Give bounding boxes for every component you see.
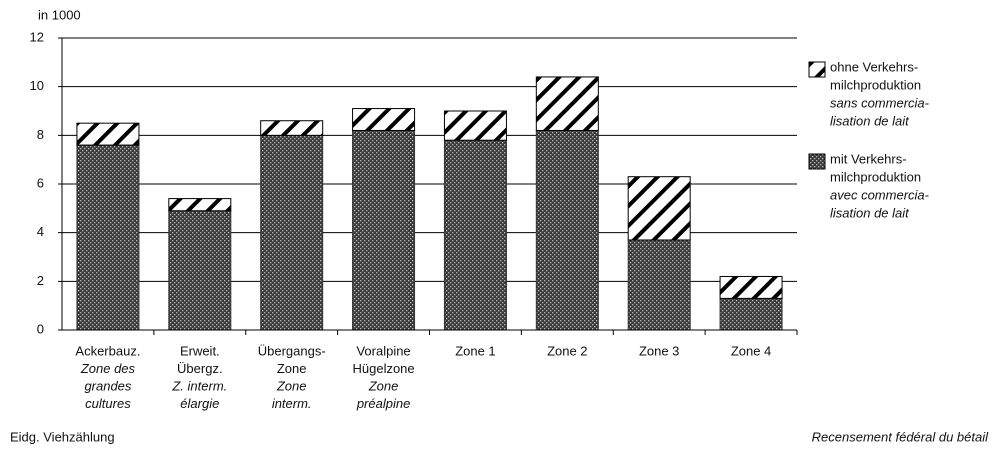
x-tick-label: Zone 1 [455, 343, 495, 358]
x-tick-label-fr: Zone [368, 378, 399, 393]
y-tick-label: 0 [37, 321, 44, 336]
y-tick-label: 10 [30, 78, 44, 93]
bar-segment [352, 108, 416, 131]
y-tick-label: 4 [37, 224, 44, 239]
bar-segment [168, 210, 232, 331]
x-tick-label: Zone 2 [547, 343, 587, 358]
x-tick-label: Voralpine [356, 343, 410, 358]
x-tick-label: Übergz. [177, 361, 223, 376]
x-tick-label-fr: grandes [84, 378, 131, 393]
bar-segment [352, 129, 416, 331]
y-tick-label: 8 [37, 127, 44, 142]
bar-segment [627, 176, 691, 241]
bar-segment [260, 134, 324, 331]
y-axis-label: in 1000 [38, 7, 81, 22]
legend-label-fr: lisation de lait [830, 205, 910, 220]
bar-segment [719, 275, 783, 299]
x-tick-label: Zone [277, 361, 307, 376]
bar-segment [168, 198, 232, 212]
bar-segment [443, 139, 507, 331]
x-tick-label-fr: Zone [276, 378, 307, 393]
legend-label: ohne Verkehrs- [830, 59, 918, 74]
x-tick-label-fr: cultures [85, 396, 131, 411]
legend-label: mit Verkehrs- [830, 151, 907, 166]
x-tick-label: Zone 3 [639, 343, 679, 358]
x-tick-label: Ackerbauz. [75, 343, 140, 358]
x-tick-label: Hügelzone [352, 361, 414, 376]
y-tick-label: 6 [37, 175, 44, 190]
x-tick-label-fr: Zone des [80, 361, 136, 376]
x-tick-label-fr: élargie [180, 396, 219, 411]
legend-label-fr: lisation de lait [830, 113, 910, 128]
x-tick-label: Übergangs- [258, 343, 326, 358]
legend-swatch [808, 61, 826, 78]
x-tick-label: Zone 4 [731, 343, 771, 358]
x-tick-label-fr: interm. [272, 396, 312, 411]
bar-segment [719, 297, 783, 331]
y-tick-label: 12 [30, 29, 44, 44]
legend-label: milchproduktion [830, 77, 921, 92]
legend-label-fr: sans commercia- [830, 95, 930, 110]
bar-segment [260, 120, 324, 136]
source-right: Recensement fédéral du bétail [812, 429, 989, 444]
source-left: Eidg. Viehzählung [10, 429, 115, 444]
x-tick-label-fr: Z. interm. [171, 378, 227, 393]
bar-segment [76, 144, 140, 331]
x-tick-label-fr: préalpine [356, 396, 411, 411]
bar-segment [443, 110, 507, 141]
bar-segment [535, 76, 599, 131]
y-tick-label: 2 [37, 273, 44, 288]
legend-label-fr: avec commercia- [830, 187, 930, 202]
bar-segment [627, 239, 691, 331]
bar-segment [535, 129, 599, 331]
x-tick-label: Erweit. [180, 343, 220, 358]
legend-swatch [808, 153, 826, 170]
legend-label: milchproduktion [830, 169, 921, 184]
bar-segment [76, 122, 140, 146]
